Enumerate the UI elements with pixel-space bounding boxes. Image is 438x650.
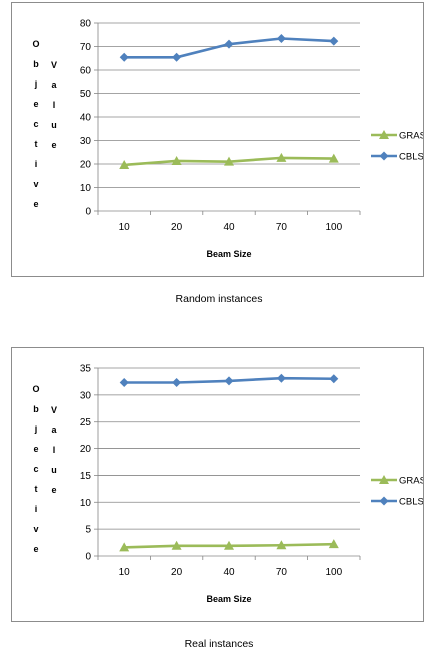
x-axis-label: Beam Size: [206, 249, 251, 259]
y-tick-label: 40: [80, 113, 92, 124]
y-axis-label-letter: O: [32, 39, 39, 49]
data-point-grasp: [171, 155, 182, 165]
y-axis-label-letter: l: [53, 445, 56, 455]
legend-marker-grasp: [379, 475, 389, 484]
y-axis-label-letter: c: [33, 464, 38, 474]
y-tick-label: 70: [80, 42, 92, 53]
x-tick-label: 10: [119, 567, 131, 578]
y-axis-label-letter: i: [35, 504, 38, 514]
y-tick-label: 30: [80, 390, 92, 401]
data-point-cbls: [172, 378, 182, 388]
data-point-cbls: [119, 378, 129, 388]
y-axis-label-letter: V: [51, 60, 57, 70]
y-axis-label-letter: e: [33, 444, 38, 454]
caption-real-instances: Real instances: [184, 638, 254, 650]
data-point-cbls: [276, 373, 286, 383]
y-axis-label-letter: j: [34, 424, 38, 434]
y-axis-label-letter: b: [33, 404, 39, 414]
y-tick-label: 10: [80, 498, 92, 509]
data-point-grasp: [276, 152, 287, 162]
data-point-grasp: [224, 540, 234, 550]
x-tick-label: 20: [171, 567, 183, 578]
x-tick-label: 70: [276, 222, 288, 233]
data-point-grasp: [119, 159, 130, 169]
y-axis-label-letter: c: [33, 119, 38, 129]
y-tick-label: 15: [80, 471, 92, 482]
data-point-grasp: [119, 542, 130, 552]
y-axis-label-letter: t: [35, 139, 38, 149]
legend-label-grasp: GRASP: [399, 476, 423, 487]
y-tick-label: 20: [80, 444, 92, 455]
y-axis-label-letter: u: [51, 465, 57, 475]
y-tick-label: 80: [80, 19, 92, 30]
y-axis-label-letter: i: [35, 159, 38, 169]
data-point-cbls: [119, 52, 129, 62]
x-axis-label: Beam Size: [206, 594, 251, 604]
legend-marker-grasp: [379, 130, 389, 139]
y-axis-label-letter: a: [51, 425, 57, 435]
legend-marker-cbls: [379, 151, 389, 161]
data-point-cbls: [224, 39, 234, 49]
y-tick-label: 0: [85, 552, 91, 563]
y-axis-label-letter: O: [32, 384, 39, 394]
y-axis-label-letter: v: [33, 179, 38, 189]
legend-label-cbls: CBLS: [399, 497, 423, 508]
data-point-cbls: [329, 36, 339, 46]
y-axis-label-letter: v: [33, 524, 38, 534]
x-tick-label: 10: [119, 222, 131, 233]
x-tick-label: 40: [223, 567, 235, 578]
x-tick-label: 100: [325, 567, 342, 578]
data-point-grasp: [328, 539, 339, 549]
x-tick-label: 20: [171, 222, 183, 233]
x-tick-label: 100: [325, 222, 342, 233]
x-tick-label: 70: [276, 567, 288, 578]
y-tick-label: 50: [80, 89, 92, 100]
legend-marker-cbls: [379, 496, 389, 506]
y-axis-label-letter: a: [51, 80, 57, 90]
y-axis-label-letter: V: [51, 405, 57, 415]
chart-svg: 0 10 20 30 40 50 60 70 80 10 20 40 70 100 Beam Size Obj…: [32, 19, 423, 260]
data-point-grasp: [171, 540, 182, 550]
data-point-cbls: [224, 376, 234, 386]
y-axis-label-letter: e: [51, 485, 56, 495]
x-tick-label: 40: [223, 222, 235, 233]
legend-label-grasp: GRASP: [399, 131, 423, 142]
y-axis-label-letter: e: [51, 140, 56, 150]
y-tick-label: 5: [85, 525, 91, 536]
y-axis-label-letter: b: [33, 59, 39, 69]
y-tick-label: 20: [80, 160, 92, 171]
y-tick-label: 10: [80, 183, 92, 194]
y-axis-label-letter: e: [33, 199, 38, 209]
legend-label-cbls: CBLS: [399, 152, 423, 163]
data-point-cbls: [276, 34, 286, 44]
y-axis-label-letter: t: [35, 484, 38, 494]
y-axis-label-letter: j: [34, 79, 38, 89]
caption-random-instances: Random instances: [175, 293, 263, 305]
y-axis-label-letter: e: [33, 99, 38, 109]
data-point-grasp: [276, 540, 287, 550]
y-tick-label: 25: [80, 417, 92, 428]
y-axis-label-letter: u: [51, 120, 57, 130]
y-tick-label: 0: [85, 207, 91, 218]
data-point-grasp: [328, 153, 339, 163]
y-axis-label-letter: e: [33, 544, 38, 554]
y-tick-label: 30: [80, 136, 92, 147]
y-tick-label: 60: [80, 66, 92, 77]
data-point-cbls: [329, 374, 339, 384]
y-axis-label-letter: l: [53, 100, 56, 110]
y-tick-label: 35: [80, 364, 92, 375]
data-point-cbls: [172, 52, 182, 62]
data-point-grasp: [224, 156, 234, 166]
